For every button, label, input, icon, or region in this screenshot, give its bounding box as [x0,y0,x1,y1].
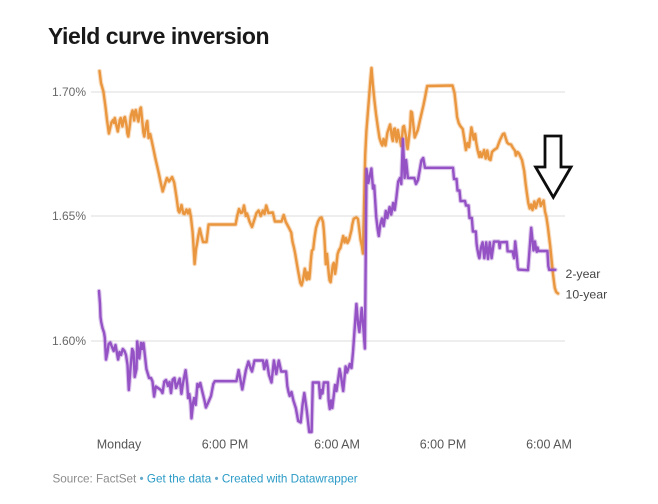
svg-text:2-year: 2-year [566,267,601,281]
svg-text:Yield curve inversion: Yield curve inversion [48,23,269,49]
svg-text:6:00 PM: 6:00 PM [202,438,249,452]
svg-text:6:00 PM: 6:00 PM [420,438,467,452]
svg-text:1.65%: 1.65% [52,209,86,223]
svg-text:6:00 AM: 6:00 AM [314,438,360,452]
svg-text:Source: FactSet • Get the data: Source: FactSet • Get the data • Created… [53,473,358,486]
svg-text:10-year: 10-year [566,288,608,302]
svg-text:6:00 AM: 6:00 AM [526,438,572,452]
svg-text:1.60%: 1.60% [52,334,86,348]
svg-text:Monday: Monday [97,438,142,452]
svg-text:1.70%: 1.70% [52,85,86,99]
